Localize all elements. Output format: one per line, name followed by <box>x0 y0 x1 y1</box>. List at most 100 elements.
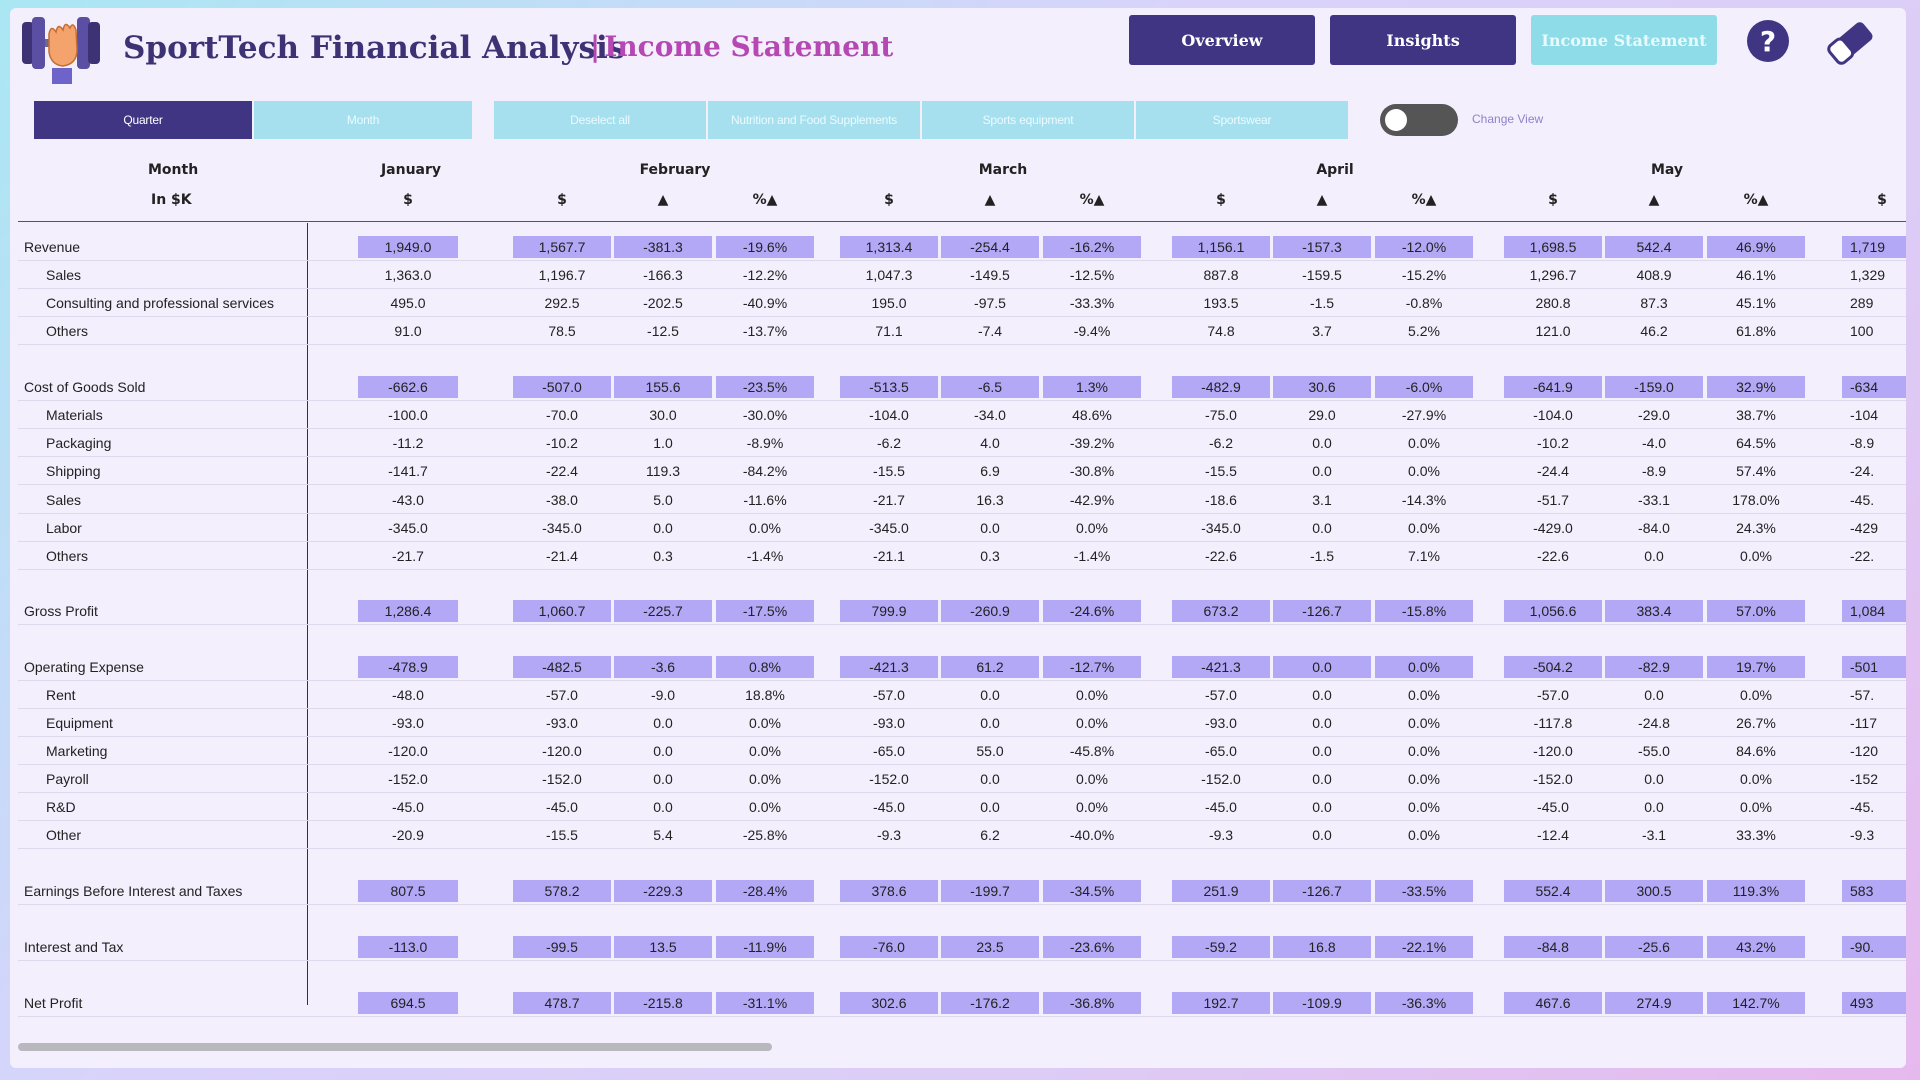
help-icon[interactable]: ? <box>1746 19 1790 63</box>
row-label: Consulting and professional services <box>46 295 275 311</box>
column-subheader: ▲ <box>1316 192 1328 208</box>
table-cell: -76.0 <box>840 936 938 958</box>
table-cell: 43.2% <box>1707 936 1805 958</box>
column-subheader: ▲ <box>984 192 996 208</box>
quarter-filter-button[interactable]: Quarter <box>34 101 252 139</box>
table-cell: -34.0 <box>974 407 1006 423</box>
sportswear-filter-button[interactable]: Sportswear <box>1136 101 1348 139</box>
table-cell: 0.3 <box>653 548 673 564</box>
table-cell: -19.6% <box>716 236 814 258</box>
table-cell: -254.4 <box>941 236 1039 258</box>
table-cell: -15.2% <box>1401 267 1447 283</box>
table-cell: 5.2% <box>1408 323 1440 339</box>
table-cell: -22.1% <box>1375 936 1473 958</box>
insights-button[interactable]: Insights <box>1330 15 1516 65</box>
table-cell: -152.0 <box>542 771 582 787</box>
table-cell: -15.8% <box>1375 600 1473 622</box>
table-cell: 1.0 <box>653 435 673 451</box>
table-cell: -65.0 <box>873 743 905 759</box>
column-subheader: ▲ <box>657 192 669 208</box>
table-cell: 292.5 <box>544 295 580 311</box>
row-label: Labor <box>46 520 82 536</box>
row-divider <box>18 541 1906 542</box>
table-cell: 1,286.4 <box>358 600 458 622</box>
row-label: Materials <box>46 407 103 423</box>
table-cell: 61.8% <box>1736 323 1776 339</box>
table-cell: -70.0 <box>546 407 578 423</box>
table-cell: 887.8 <box>1203 267 1239 283</box>
table-cell: -120 <box>1850 743 1879 759</box>
table-cell: -40.0% <box>1069 827 1115 843</box>
table-cell: 0.0% <box>749 520 781 536</box>
table-cell: 0.0 <box>1312 463 1332 479</box>
table-cell: -113.0 <box>358 936 458 958</box>
table-cell: -12.5% <box>1069 267 1115 283</box>
table-cell: -6.2 <box>876 435 902 451</box>
table-cell: -120.0 <box>388 743 428 759</box>
table-cell: -33.3% <box>1069 295 1115 311</box>
table-cell: 0.0 <box>1312 520 1332 536</box>
table-cell: -18.6 <box>1205 492 1237 508</box>
table-cell: -149.5 <box>970 267 1010 283</box>
table-cell: -4.0 <box>1641 435 1667 451</box>
table-cell: -36.3% <box>1375 992 1473 1014</box>
table-cell: -42.9% <box>1069 492 1115 508</box>
table-cell: 18.8% <box>745 687 785 703</box>
table-cell: 24.3% <box>1736 520 1776 536</box>
table-cell: 64.5% <box>1736 435 1776 451</box>
column-subheader: $ <box>1548 192 1558 208</box>
table-cell: -7.4 <box>977 323 1003 339</box>
table-cell: 1.3% <box>1043 376 1141 398</box>
table-cell: 1,313.4 <box>840 236 938 258</box>
income-statement-button[interactable]: Income Statement <box>1531 15 1717 65</box>
deselect-all-button[interactable]: Deselect all <box>494 101 706 139</box>
eraser-icon[interactable] <box>1824 18 1876 66</box>
table-cell: 5.0 <box>653 492 673 508</box>
table-cell: -30.8% <box>1069 463 1115 479</box>
month-filter-button[interactable]: Month <box>254 101 472 139</box>
table-cell: 178.0% <box>1732 492 1780 508</box>
table-cell: -126.7 <box>1273 600 1371 622</box>
table-cell: 0.0 <box>980 715 1000 731</box>
table-cell: 57.4% <box>1736 463 1776 479</box>
table-cell: -84.2% <box>742 463 788 479</box>
row-label: Equipment <box>46 715 113 731</box>
row-label: Others <box>46 323 89 339</box>
table-cell: 0.0 <box>1312 435 1332 451</box>
table-cell: 0.0% <box>1408 771 1440 787</box>
overview-button[interactable]: Overview <box>1129 15 1315 65</box>
table-cell: 0.0 <box>653 715 673 731</box>
table-cell: 78.5 <box>548 323 576 339</box>
table-cell: 142.7% <box>1707 992 1805 1014</box>
table-cell: 0.0 <box>1312 771 1332 787</box>
table-cell: -21.7 <box>392 548 424 564</box>
table-cell: -31.1% <box>716 992 814 1014</box>
table-cell: 0.0% <box>749 715 781 731</box>
table-cell: -478.9 <box>358 656 458 678</box>
table-cell: 4.0 <box>980 435 1000 451</box>
table-cell: 3.1 <box>1312 492 1332 508</box>
table-cell: -11.9% <box>716 936 814 958</box>
row-label: Rent <box>46 687 76 703</box>
table-cell: -45. <box>1850 799 1875 815</box>
table-cell: 0.0 <box>1312 827 1332 843</box>
horizontal-scrollbar[interactable] <box>18 1043 772 1051</box>
table-cell: 1,296.7 <box>1529 267 1577 283</box>
table-cell: -99.5 <box>513 936 611 958</box>
table-cell: -215.8 <box>614 992 712 1014</box>
change-view-toggle[interactable] <box>1380 104 1458 136</box>
row-label: Marketing <box>46 743 108 759</box>
income-statement-matrix: Month In $K January February March April… <box>10 148 1906 1018</box>
nutrition-filter-button[interactable]: Nutrition and Food Supplements <box>708 101 920 139</box>
table-cell: 0.0% <box>1076 799 1108 815</box>
table-cell: 0.0 <box>653 771 673 787</box>
row-label: Operating Expense <box>24 659 144 675</box>
table-cell: -8.9 <box>1641 463 1667 479</box>
table-cell: -29.0 <box>1638 407 1670 423</box>
sports-equipment-filter-button[interactable]: Sports equipment <box>922 101 1134 139</box>
table-cell: -12.7% <box>1043 656 1141 678</box>
row-label: Earnings Before Interest and Taxes <box>24 883 243 899</box>
table-cell: -100.0 <box>388 407 428 423</box>
table-cell: -9.3 <box>1850 827 1875 843</box>
table-cell: 13.5 <box>614 936 712 958</box>
